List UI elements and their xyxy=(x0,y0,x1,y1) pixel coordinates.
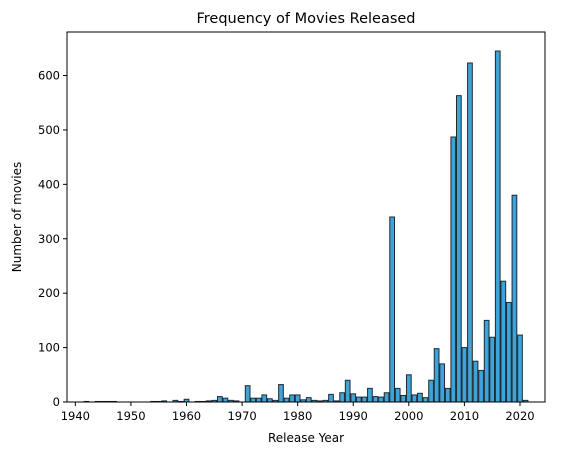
bar-1972 xyxy=(250,397,257,403)
bar-1991 xyxy=(355,396,362,403)
bar-2007 xyxy=(444,387,451,403)
bar-2015 xyxy=(489,336,496,403)
bars-group xyxy=(83,50,529,403)
bar-2014 xyxy=(483,319,490,403)
bar-1966 xyxy=(216,396,223,403)
y-tick-label: 600 xyxy=(38,69,60,83)
y-tick-label: 300 xyxy=(38,232,60,246)
y-axis-ticks: 0 100 200 300 400 500 600 xyxy=(38,69,67,409)
bar-1995 xyxy=(378,396,384,403)
chart-title: Frequency of Movies Released xyxy=(196,11,415,27)
bar-1993 xyxy=(367,387,373,403)
bar-1986 xyxy=(328,393,334,403)
bar-1989 xyxy=(344,379,351,403)
bar-2001 xyxy=(411,394,418,403)
bar-2002 xyxy=(417,392,423,403)
bar-2000 xyxy=(405,374,412,403)
y-tick-label: 200 xyxy=(38,286,60,300)
bar-2020 xyxy=(517,334,523,403)
bar-2005 xyxy=(433,348,440,403)
bar-1999 xyxy=(400,394,407,403)
bar-1974 xyxy=(261,394,268,403)
x-tick-label: 1980 xyxy=(283,409,312,423)
bar-1992 xyxy=(361,396,368,403)
bar-2017 xyxy=(500,280,507,403)
bar-1979 xyxy=(289,394,295,403)
bar-2010 xyxy=(461,347,468,403)
bar-2008 xyxy=(450,136,457,403)
bar-1980 xyxy=(294,394,301,403)
bar-1988 xyxy=(339,392,345,403)
x-tick-label: 1950 xyxy=(116,409,145,423)
y-tick-label: 0 xyxy=(53,395,60,409)
x-axis-ticks: 1940 1950 1960 1970 1980 1990 2000 2010 2020 xyxy=(61,402,535,423)
bar-2006 xyxy=(439,363,446,403)
y-tick-label: 400 xyxy=(38,177,60,191)
bar-2018 xyxy=(506,301,512,403)
x-tick-label: 2020 xyxy=(505,409,534,423)
x-tick-label: 1960 xyxy=(172,409,201,423)
bar-2016 xyxy=(494,50,501,403)
bar-1967 xyxy=(222,397,229,403)
bar-2011 xyxy=(467,62,473,403)
bar-1994 xyxy=(372,396,379,403)
bar-2012 xyxy=(472,360,479,403)
x-axis-label: Release Year xyxy=(268,431,344,445)
bar-1997 xyxy=(389,216,396,403)
y-tick-label: 500 xyxy=(38,123,60,137)
x-tick-label: 1940 xyxy=(61,409,90,423)
x-tick-label: 2010 xyxy=(450,409,479,423)
bar-2004 xyxy=(428,379,434,403)
x-tick-label: 1990 xyxy=(339,409,368,423)
y-tick-label: 100 xyxy=(38,341,60,355)
bar-2009 xyxy=(455,95,462,403)
y-axis-label: Number of movies xyxy=(10,162,24,273)
plot-frame xyxy=(66,31,546,403)
bar-1978 xyxy=(283,397,290,403)
bar-2003 xyxy=(422,397,429,403)
x-tick-label: 1970 xyxy=(227,409,256,423)
bar-2019 xyxy=(511,194,518,403)
bar-1990 xyxy=(350,393,357,403)
x-tick-label: 2000 xyxy=(394,409,423,423)
bar-1996 xyxy=(383,392,390,403)
bar-1982 xyxy=(305,397,312,403)
bar-2013 xyxy=(478,369,484,403)
bar-1998 xyxy=(394,387,401,403)
bar-1977 xyxy=(278,384,284,403)
bar-1971 xyxy=(244,385,251,403)
bar-1973 xyxy=(255,397,262,403)
